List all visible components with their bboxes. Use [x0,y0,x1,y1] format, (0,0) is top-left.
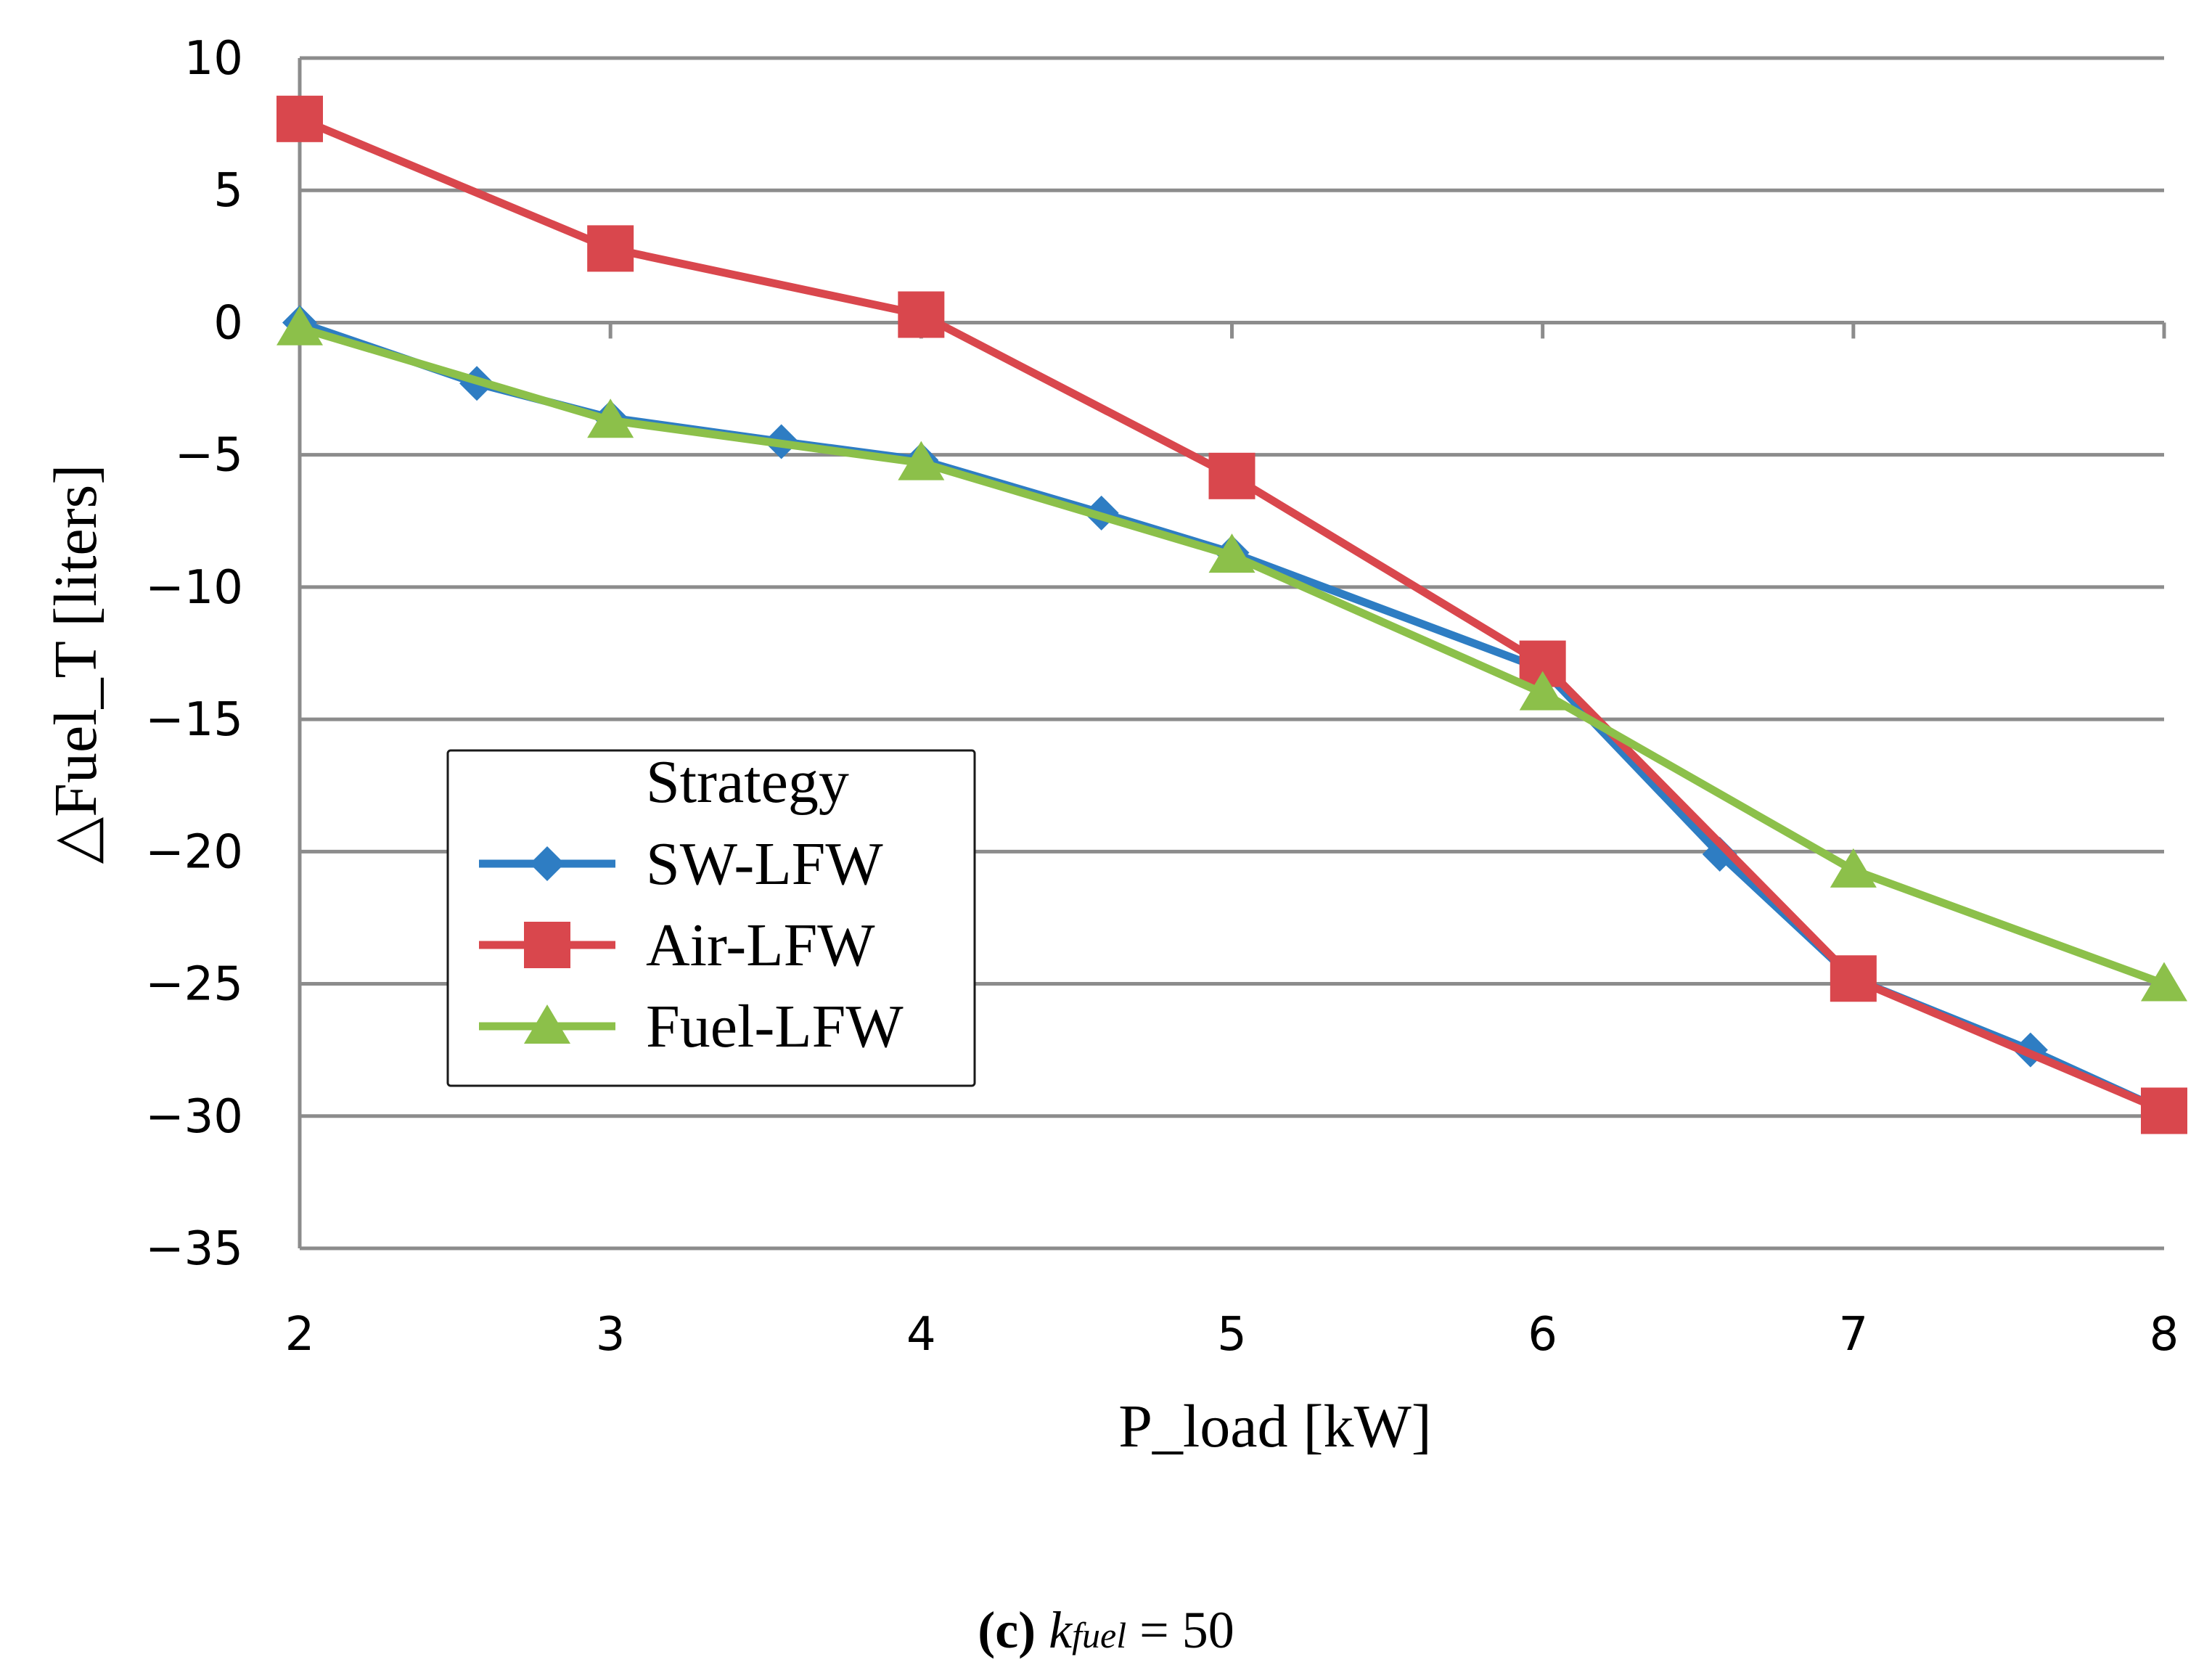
y-tick-label: −25 [145,958,243,1012]
y-tick-label: −30 [145,1090,243,1144]
y-tick-label: 0 [213,296,243,350]
data-point-fuel-lfw [587,398,634,438]
data-point-air-lfw [587,225,634,272]
y-axis-title: △Fuel_T [liters] [42,464,110,864]
data-point-air-lfw [276,95,323,142]
y-tick-label: 10 [184,32,243,86]
caption-k: k [1049,1601,1073,1659]
axes: 10 5 0 −5 −10 −15 −20 −25 −30 −35 2 3 4 5 6 7 8 P_load [k… [42,32,2179,1460]
caption-subscript: fuel [1072,1615,1127,1656]
legend-entry-sw-lfw: SW-LFW [646,830,883,898]
y-tick-label: −5 [175,429,243,483]
x-tick-label: 7 [1838,1308,1868,1362]
x-tick-label: 3 [596,1308,626,1362]
figure-caption: (c) kfuel = 50 [0,1600,2212,1661]
y-tick-label: 5 [213,164,243,218]
data-point-air-lfw [1208,452,1255,499]
series [276,95,2187,1134]
legend-entry-air-lfw: Air-LFW [646,912,875,979]
data-point-air-lfw [2141,1087,2187,1134]
legend-title: Strategy [646,748,849,816]
data-point-air-lfw [898,291,945,338]
caption-value: = 50 [1126,1601,1234,1659]
data-point-fuel-lfw [1830,848,1877,888]
legend-entry-fuel-lfw: Fuel-LFW [646,993,904,1060]
data-point-fuel-lfw [898,441,945,480]
data-point-fuel-lfw [1208,533,1255,573]
x-tick-label: 4 [906,1308,936,1362]
data-point-fuel-lfw [2141,962,2187,1002]
legend-marker-air-lfw [524,922,570,968]
data-point-sw-lfw [1702,836,1737,872]
legend: Strategy SW-LFW Air-LFW Fuel-LFW [446,748,976,1087]
x-tick-label: 8 [2150,1308,2179,1362]
y-tick-label: −10 [145,561,243,615]
data-point-fuel-lfw [276,306,323,345]
legend-marker-sw-lfw [530,846,565,881]
y-tick-label: −35 [145,1222,243,1276]
y-tick-label: −20 [145,825,243,879]
legend-marker-fuel-lfw [524,1004,570,1044]
x-tick-label: 2 [285,1308,315,1362]
x-tick-label: 6 [1528,1308,1557,1362]
legend-box [446,749,976,1087]
data-point-air-lfw [1830,955,1877,1002]
data-point-fuel-lfw [1519,671,1566,711]
x-axis-title: P_load [kW] [1118,1393,1432,1460]
x-tick-label: 5 [1217,1308,1247,1362]
y-tick-label: −15 [145,693,243,747]
caption-label: (c) [978,1601,1036,1659]
